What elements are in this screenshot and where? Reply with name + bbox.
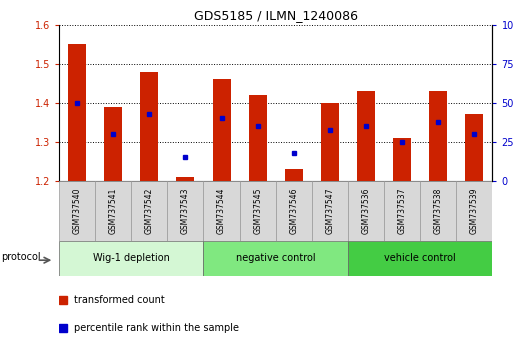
Bar xyxy=(59,241,204,276)
Bar xyxy=(140,72,159,181)
Text: Wig-1 depletion: Wig-1 depletion xyxy=(93,253,170,263)
Bar xyxy=(104,107,122,181)
Bar xyxy=(204,241,348,276)
Text: transformed count: transformed count xyxy=(74,295,165,305)
Bar xyxy=(68,44,86,181)
Bar xyxy=(176,177,194,181)
Bar xyxy=(357,91,375,181)
Text: vehicle control: vehicle control xyxy=(384,253,456,263)
Bar xyxy=(131,181,167,241)
Bar xyxy=(285,169,303,181)
Text: protocol: protocol xyxy=(1,252,41,262)
Text: negative control: negative control xyxy=(236,253,315,263)
Text: GSM737537: GSM737537 xyxy=(398,187,407,234)
Bar xyxy=(384,181,420,241)
Bar xyxy=(420,181,457,241)
Bar xyxy=(204,181,240,241)
Bar xyxy=(312,181,348,241)
Bar xyxy=(249,95,267,181)
Bar xyxy=(212,79,230,181)
Bar xyxy=(275,181,312,241)
Bar xyxy=(167,181,204,241)
Bar xyxy=(240,181,275,241)
Text: GSM737543: GSM737543 xyxy=(181,187,190,234)
Text: GSM737545: GSM737545 xyxy=(253,187,262,234)
Bar xyxy=(59,181,95,241)
Text: GSM737542: GSM737542 xyxy=(145,187,154,234)
Text: GSM737546: GSM737546 xyxy=(289,187,298,234)
Text: GSM737540: GSM737540 xyxy=(72,187,82,234)
Bar xyxy=(348,241,492,276)
Text: GSM737544: GSM737544 xyxy=(217,187,226,234)
Bar xyxy=(95,181,131,241)
Bar xyxy=(457,181,492,241)
Text: GSM737539: GSM737539 xyxy=(470,187,479,234)
Text: GSM737538: GSM737538 xyxy=(434,187,443,234)
Text: percentile rank within the sample: percentile rank within the sample xyxy=(74,323,239,333)
Title: GDS5185 / ILMN_1240086: GDS5185 / ILMN_1240086 xyxy=(194,9,358,22)
Bar xyxy=(348,181,384,241)
Bar xyxy=(321,103,339,181)
Bar xyxy=(465,114,483,181)
Text: GSM737547: GSM737547 xyxy=(325,187,334,234)
Bar xyxy=(393,138,411,181)
Text: GSM737541: GSM737541 xyxy=(109,187,117,234)
Bar xyxy=(429,91,447,181)
Text: GSM737536: GSM737536 xyxy=(362,187,370,234)
